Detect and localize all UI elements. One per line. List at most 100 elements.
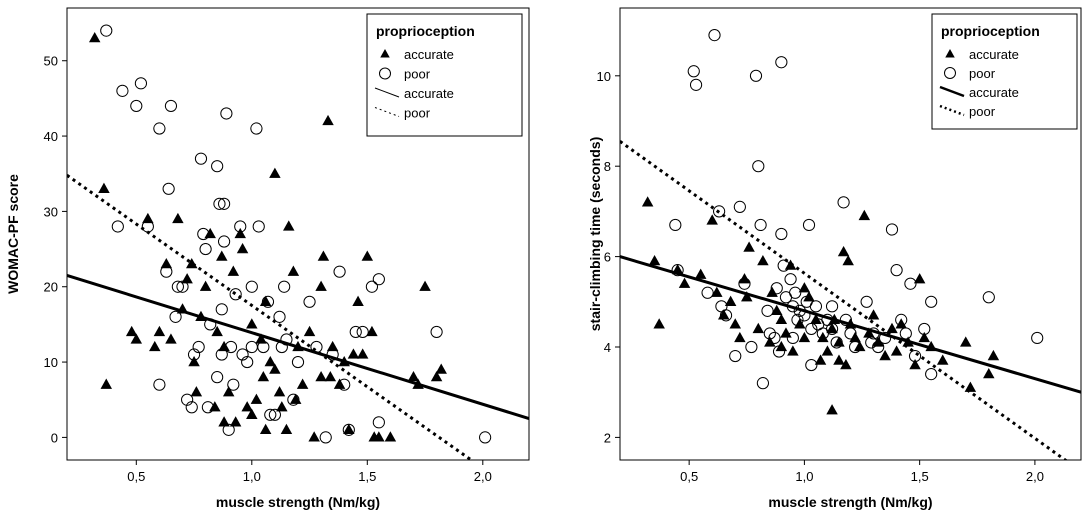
point-accurate-triangle <box>269 167 281 178</box>
point-accurate-triangle <box>798 282 811 293</box>
point-accurate-triangle <box>435 363 447 374</box>
point-accurate-triangle <box>361 250 374 261</box>
plot-frame <box>619 7 1082 461</box>
point-poor-circle <box>278 280 291 293</box>
chart-stair-climbing: 0,5 1,0 1,5 2,0 2 4 6 8 10 muscle strength (Nm/kg… <box>587 7 1082 510</box>
point-accurate-triangle <box>322 114 334 126</box>
point-poor-circle <box>338 378 351 391</box>
point-poor-circle <box>798 309 811 322</box>
point-poor-circle <box>925 368 938 381</box>
point-poor-circle <box>908 349 922 363</box>
point-poor-circle <box>342 423 355 436</box>
point-poor-circle <box>257 340 270 354</box>
y-tick-label: 10 <box>597 69 611 84</box>
point-poor-circle <box>789 286 802 299</box>
point-poor-circle <box>250 122 263 135</box>
point-poor-circle <box>372 273 385 286</box>
point-accurate-triangle <box>895 318 907 329</box>
fit-line-poor-dotted <box>67 174 473 460</box>
point-accurate-triangle <box>384 431 397 442</box>
legend-label: accurate <box>969 47 1019 62</box>
point-accurate-triangle <box>236 242 249 254</box>
point-poor-circle <box>890 264 903 277</box>
point-poor-circle <box>181 393 194 406</box>
point-poor-circle <box>199 242 212 256</box>
point-accurate-triangle <box>826 322 838 334</box>
point-poor-circle <box>809 300 823 313</box>
point-poor-circle <box>756 377 770 390</box>
point-poor-circle <box>768 331 781 345</box>
legend-label: accurate <box>404 47 454 62</box>
point-poor-circle <box>775 56 788 69</box>
point-poor-circle <box>215 348 228 361</box>
point-poor-circle <box>236 348 249 361</box>
point-accurate-triangle <box>430 371 443 382</box>
point-poor-circle <box>738 277 751 290</box>
point-accurate-triangle <box>246 408 258 419</box>
point-accurate-triangle <box>209 401 221 412</box>
point-accurate-triangle <box>902 336 914 347</box>
x-tick-label: 1,0 <box>243 469 261 484</box>
point-poor-circle <box>786 300 799 313</box>
point-poor-circle <box>217 197 231 210</box>
point-poor-circle <box>275 340 288 354</box>
point-poor-circle <box>245 280 258 293</box>
point-poor-circle <box>160 265 173 278</box>
point-accurate-triangle <box>366 325 378 337</box>
point-accurate-triangle <box>987 349 1000 361</box>
point-poor-circle <box>772 345 786 358</box>
point-accurate-triangle <box>817 331 829 343</box>
point-poor-circle <box>872 340 885 354</box>
point-accurate-triangle <box>780 327 792 338</box>
point-accurate-triangle <box>711 286 723 297</box>
point-accurate-triangle <box>324 371 337 382</box>
point-accurate-triangle <box>826 404 838 415</box>
point-poor-circle <box>791 313 804 326</box>
point-poor-circle <box>925 295 938 308</box>
point-accurate-triangle <box>653 318 665 329</box>
point-accurate-triangle <box>229 416 242 427</box>
point-accurate-triangle <box>858 209 871 221</box>
point-accurate-triangle <box>757 255 769 266</box>
point-accurate-triangle <box>909 358 921 370</box>
point-accurate-triangle <box>671 264 684 275</box>
point-accurate-triangle <box>724 295 737 306</box>
point-poor-circle <box>372 416 385 429</box>
legend-label: poor <box>969 66 996 81</box>
point-accurate-triangle <box>419 280 431 291</box>
point-accurate-triangle <box>771 304 783 315</box>
point-poor-circle <box>786 331 799 345</box>
point-poor-circle <box>245 340 258 354</box>
point-accurate-triangle <box>798 331 811 343</box>
point-accurate-triangle <box>283 220 295 231</box>
x-axis-title: muscle strength (Nm/kg) <box>768 494 932 510</box>
legend-dotted-line <box>939 104 965 117</box>
point-accurate-triangle <box>814 354 827 365</box>
point-poor-circle <box>1031 331 1044 345</box>
point-accurate-triangle <box>694 268 707 279</box>
legend-circle-marker <box>379 67 391 80</box>
point-poor-circle <box>222 423 235 436</box>
point-poor-circle <box>116 84 129 97</box>
point-accurate-triangle <box>98 182 110 193</box>
point-poor-circle <box>733 200 746 213</box>
point-accurate-triangle <box>641 196 654 207</box>
point-accurate-triangle <box>276 401 288 412</box>
point-poor-circle <box>805 358 818 372</box>
point-poor-circle <box>217 235 231 248</box>
point-accurate-triangle <box>287 265 300 276</box>
point-accurate-triangle <box>188 355 200 367</box>
point-poor-circle <box>793 304 806 317</box>
point-poor-circle <box>701 286 714 299</box>
point-poor-circle <box>211 371 224 384</box>
point-accurate-triangle <box>153 325 166 337</box>
point-accurate-triangle <box>315 371 327 382</box>
legend-label: poor <box>404 67 431 82</box>
point-accurate-triangle <box>142 212 154 224</box>
point-accurate-triangle <box>867 309 880 320</box>
legend-solid-line <box>939 85 965 98</box>
data-layer <box>67 24 529 460</box>
point-accurate-triangle <box>347 348 360 359</box>
point-poor-circle <box>213 197 226 210</box>
